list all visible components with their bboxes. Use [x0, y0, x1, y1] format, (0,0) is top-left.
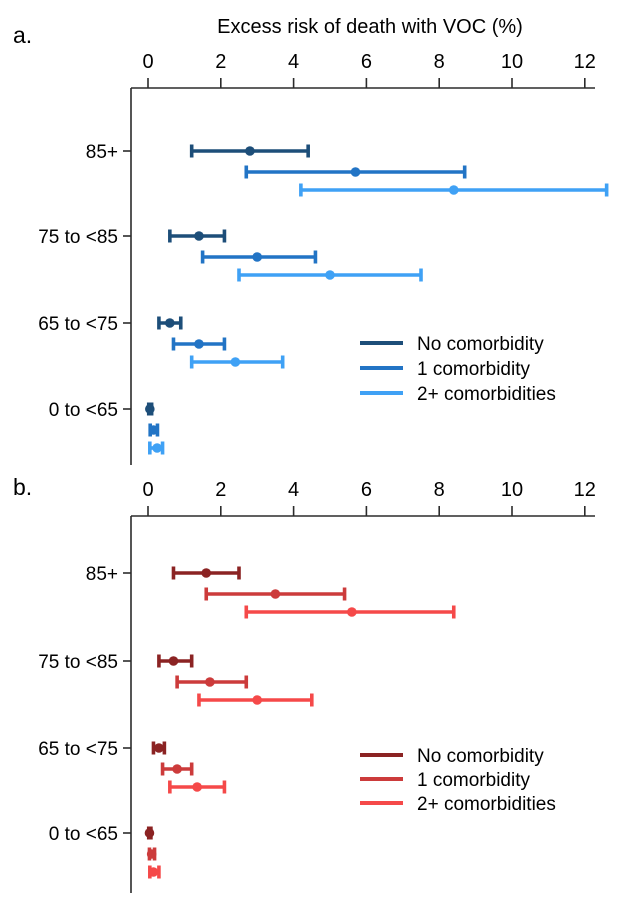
category-label: 75 to <85: [38, 652, 118, 673]
x-tick-label: 12: [574, 479, 596, 501]
x-tick-label: 4: [288, 479, 299, 501]
x-tick-label: 10: [501, 51, 523, 73]
x-tick-label: 0: [142, 51, 153, 73]
x-tick-label: 6: [361, 51, 372, 73]
data-point: [252, 252, 262, 262]
x-tick-label: 8: [434, 51, 445, 73]
category-label: 65 to <75: [38, 739, 118, 760]
data-point: [205, 677, 215, 687]
data-point: [144, 828, 155, 838]
data-point: [145, 404, 155, 414]
x-tick-label: 2: [215, 51, 226, 73]
data-point: [172, 764, 182, 774]
data-point: [347, 607, 357, 617]
data-point: [325, 270, 335, 280]
category-label: 65 to <75: [38, 314, 118, 335]
data-point: [270, 589, 281, 599]
legend-label: 1 comorbidity: [417, 359, 530, 380]
chart-title: Excess risk of death with VOC (%): [217, 16, 523, 38]
legend-label: 2+ comorbidities: [417, 384, 556, 405]
category-label: 85+: [86, 142, 118, 163]
x-tick-label: 0: [142, 479, 153, 501]
data-point: [252, 695, 262, 705]
data-point: [194, 339, 204, 349]
data-point: [350, 167, 361, 177]
data-point: [152, 443, 162, 453]
x-tick-label: 2: [215, 479, 226, 501]
panel-a-label: a.: [13, 22, 33, 48]
data-point: [148, 425, 159, 435]
x-tick-label: 12: [574, 51, 596, 73]
data-point: [192, 782, 202, 792]
x-tick-label: 8: [434, 479, 445, 501]
data-point: [168, 656, 179, 666]
legend-label: No comorbidity: [417, 746, 544, 767]
x-tick-label: 10: [501, 479, 523, 501]
panel-b-label: b.: [13, 474, 33, 500]
legend-label: 1 comorbidity: [417, 770, 530, 791]
category-label: 0 to <65: [49, 824, 118, 845]
legend-label: 2+ comorbidities: [417, 794, 556, 815]
data-point: [146, 849, 157, 859]
data-point: [201, 568, 212, 578]
legend-label: No comorbidity: [417, 334, 544, 355]
category-label: 75 to <85: [38, 227, 118, 248]
data-point: [230, 357, 241, 367]
data-point: [194, 231, 204, 241]
data-point: [148, 867, 159, 877]
category-label: 85+: [86, 564, 118, 585]
x-tick-label: 4: [288, 51, 299, 73]
x-tick-label: 6: [361, 479, 372, 501]
data-point: [165, 318, 175, 328]
data-point: [448, 185, 459, 195]
data-point: [154, 743, 164, 753]
data-point: [245, 146, 255, 156]
category-label: 0 to <65: [49, 400, 118, 421]
